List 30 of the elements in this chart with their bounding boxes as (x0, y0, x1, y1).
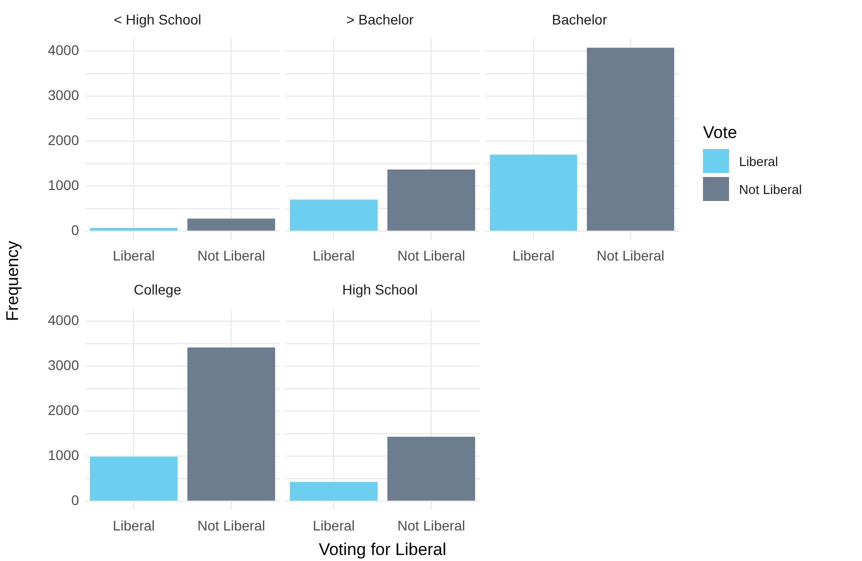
y-tick-label: 1000 (48, 176, 80, 193)
y-tick-label: 2000 (48, 402, 80, 418)
x-tick-label: Liberal (512, 247, 555, 264)
x-tick-label: Liberal (312, 517, 355, 534)
y-tick-label: 4000 (48, 312, 80, 328)
legend-label: Liberal (739, 154, 778, 168)
y-tick-label: 4000 (48, 42, 80, 58)
chart-title: College (134, 281, 182, 298)
y-tick-label: 0 (71, 222, 80, 238)
chart-title: Bachelor (552, 11, 608, 28)
chart-title: High School (342, 281, 418, 298)
y-tick-label: 0 (71, 492, 80, 508)
x-tick-label: Not Liberal (197, 517, 266, 534)
y-tick-label: 3000 (48, 356, 80, 373)
x-axis-title: Voting for Liberal (318, 540, 446, 560)
x-tick-label: Liberal (112, 247, 155, 264)
x-tick-label: Not Liberal (197, 247, 266, 264)
x-tick-label: Not Liberal (596, 247, 664, 264)
legend-title: Vote (703, 123, 738, 143)
x-tick-label: Liberal (112, 517, 155, 534)
x-tick-label: Not Liberal (397, 247, 466, 264)
chart-title: > Bachelor (346, 11, 414, 28)
x-tick-label: Not Liberal (397, 517, 466, 534)
y-tick-label: 3000 (48, 86, 80, 103)
y-axis-title: Frequency (3, 240, 23, 321)
x-tick-label: Liberal (312, 247, 355, 264)
chart-title: < High School (114, 11, 202, 28)
legend-label: Not Liberal (739, 182, 802, 196)
y-tick-label: 1000 (48, 446, 80, 463)
y-tick-label: 2000 (48, 132, 80, 148)
